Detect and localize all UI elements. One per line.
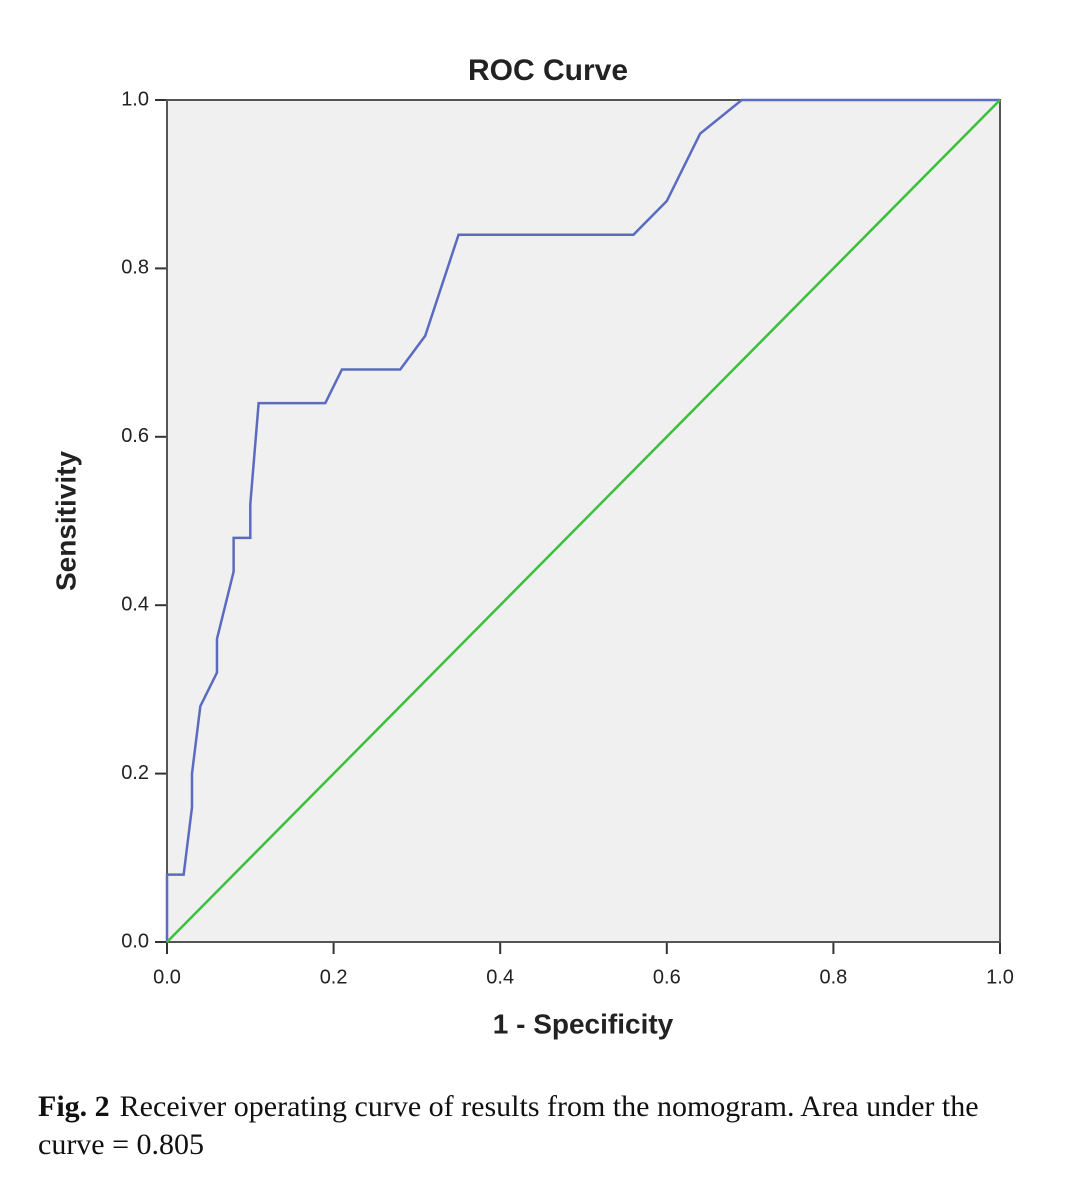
y-tick-label: 0.4 bbox=[121, 593, 149, 615]
y-tick-label: 0.8 bbox=[121, 257, 149, 279]
x-tick-label: 0.8 bbox=[819, 966, 847, 988]
plot-frame bbox=[166, 99, 1001, 943]
caption-text: Receiver operating curve of results from… bbox=[38, 1090, 979, 1161]
x-tick-label: 0.6 bbox=[653, 966, 681, 988]
y-tick-label: 1.0 bbox=[121, 88, 149, 110]
y-axis-label: Sensitivity bbox=[50, 451, 81, 591]
x-tick-label: 0.2 bbox=[320, 966, 348, 988]
y-tick-label: 0.6 bbox=[121, 425, 149, 447]
x-tick-label: 1.0 bbox=[986, 966, 1014, 988]
caption: Fig. 2 Receiver operating curve of result… bbox=[38, 1088, 1048, 1164]
x-tick-label: 0.0 bbox=[153, 966, 181, 988]
chart-title: ROC Curve bbox=[468, 54, 628, 87]
y-tick-label: 0.0 bbox=[121, 930, 149, 952]
x-axis-label: 1 - Specificity bbox=[493, 1008, 674, 1039]
x-tick-label: 0.4 bbox=[486, 966, 514, 988]
chart: ROC Curve 1 - Specificity Sensitivity 0.… bbox=[50, 54, 1014, 1039]
caption-label: Fig. 2 bbox=[38, 1090, 110, 1123]
line bbox=[166, 99, 1001, 943]
y-tick-label: 0.2 bbox=[121, 762, 149, 784]
line bbox=[165, 98, 1000, 942]
